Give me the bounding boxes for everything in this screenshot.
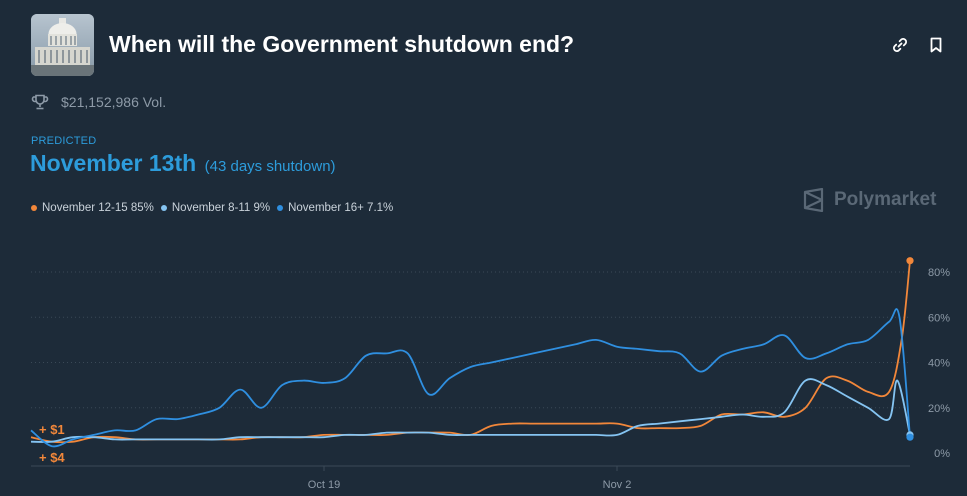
volume-row: $21,152,986 Vol.: [31, 93, 166, 111]
capitol-building-image: [31, 14, 94, 76]
legend-item-nov-12-15[interactable]: November 12-15 85%: [31, 202, 154, 214]
series-lines: [30, 260, 911, 448]
bookmark-icon[interactable]: [927, 36, 945, 54]
polymarket-brand: Polymarket: [802, 188, 936, 212]
predicted-value: November 13th: [30, 150, 197, 176]
x-axis-labels: Oct 19 Nov 2: [308, 466, 632, 491]
series-end-points: [906, 257, 914, 441]
chart-legend: November 12-15 85% November 8-11 9% Nove…: [31, 202, 400, 214]
market-thumbnail: [31, 14, 94, 76]
y-tick-label: 80%: [928, 267, 950, 279]
series-line: [30, 308, 911, 448]
x-tick-label: Nov 2: [603, 479, 632, 491]
predicted-outcome: November 13th (43 days shutdown): [30, 150, 336, 177]
trade-annotation: + $4: [39, 450, 65, 465]
trophy-icon: [31, 94, 49, 110]
polymarket-logo-icon: [803, 188, 824, 212]
legend-dot: [277, 205, 284, 211]
link-icon[interactable]: [891, 36, 909, 54]
y-tick-label: 20%: [928, 403, 950, 415]
trade-annotation: + $1: [39, 422, 65, 437]
y-axis-labels: 0% 20% 40% 60% 80%: [928, 267, 950, 460]
market-title: When will the Government shutdown end?: [109, 31, 575, 57]
legend-dot: [160, 205, 167, 211]
series-line: [30, 378, 911, 443]
legend-item-nov-8-11[interactable]: November 8-11 9%: [160, 202, 271, 214]
legend-dot: [31, 205, 37, 211]
y-tick-label: 0%: [934, 448, 950, 460]
chart-grid: [31, 271, 910, 467]
volume-text: $21,152,986 Vol.: [61, 94, 167, 110]
x-tick-label: Oct 19: [308, 479, 340, 491]
series-end-point: [906, 433, 914, 441]
y-tick-label: 60%: [928, 312, 950, 324]
predicted-label: PREDICTED: [31, 135, 97, 147]
brand-name: Polymarket: [834, 189, 937, 210]
legend-item-nov-16-plus[interactable]: November 16+ 7.1%: [277, 202, 393, 214]
predicted-detail: (43 days shutdown): [204, 158, 336, 175]
legend-label: November 12-15 85%: [42, 202, 154, 214]
legend-label: November 8-11 9%: [171, 202, 271, 214]
series-end-point: [906, 257, 914, 265]
legend-label: November 16+ 7.1%: [288, 202, 394, 214]
y-tick-label: 40%: [928, 358, 950, 370]
